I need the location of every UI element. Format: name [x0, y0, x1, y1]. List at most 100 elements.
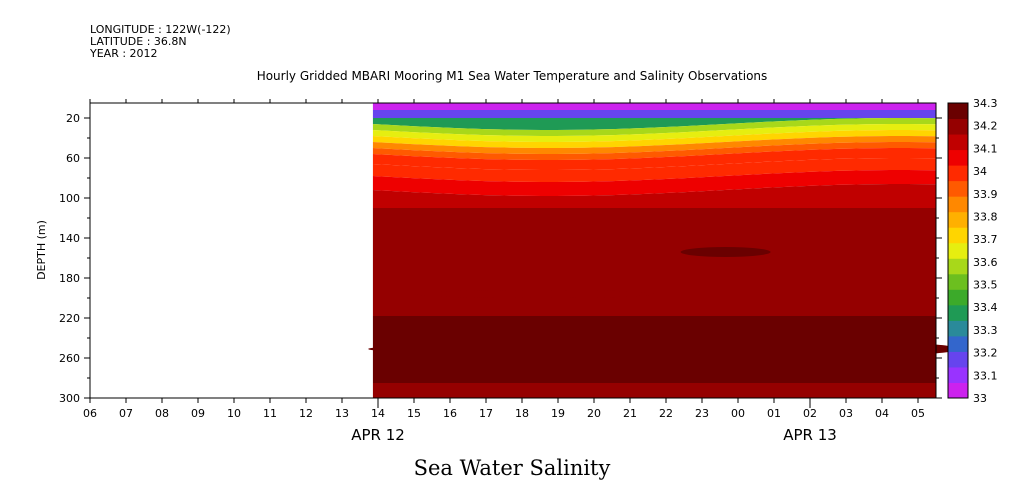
colorbar-swatch: [948, 382, 968, 399]
y-tick-label: 300: [59, 392, 80, 405]
x-tick-label: 23: [695, 407, 709, 420]
x-tick-label: 21: [623, 407, 637, 420]
salinity-band: [372, 103, 936, 110]
colorbar-label: 33: [973, 392, 987, 405]
x-tick-label: 18: [515, 407, 529, 420]
y-tick-label: 180: [59, 272, 80, 285]
colorbar-label: 33.5: [973, 279, 998, 292]
x-tick-label: 05: [911, 407, 925, 420]
colorbar-swatch: [948, 211, 968, 228]
x-tick-label: 01: [767, 407, 781, 420]
colorbar-swatch: [948, 304, 968, 321]
salinity-band: [372, 228, 936, 316]
salinity-band: [372, 184, 936, 208]
colorbar-swatch: [948, 227, 968, 244]
salinity-band: [372, 130, 936, 148]
x-tick-label: 11: [263, 407, 277, 420]
x-tick-label: 07: [119, 407, 133, 420]
colorbar-swatch: [948, 165, 968, 182]
longitude-label: LONGITUDE : 122W(-122): [90, 23, 231, 36]
colorbar-label: 33.4: [973, 301, 998, 314]
colorbar-swatch: [948, 351, 968, 368]
salinity-band: [372, 316, 936, 330]
colorbar-label: 34.2: [973, 120, 998, 133]
x-tick-label: 06: [83, 407, 97, 420]
salinity-lens: [680, 247, 771, 257]
x-tick-label: 10: [227, 407, 241, 420]
salinity-lens: [368, 346, 479, 352]
x-tick-label: 20: [587, 407, 601, 420]
colorbar-swatch: [948, 366, 968, 383]
colorbar-label: 34.1: [973, 142, 998, 155]
salinity-band: [372, 136, 936, 154]
x-tick-label: 08: [155, 407, 169, 420]
x-tick-label: 09: [191, 407, 205, 420]
x-tick-label: 03: [839, 407, 853, 420]
colorbar-swatch: [948, 335, 968, 352]
colorbar: 33 33.1 33.2 33.3 33.4 33.5 33.6 33.7 33.8 33.9 34…: [947, 97, 998, 405]
x-tick-label: 04: [875, 407, 889, 420]
colorbar-label: 33.8: [973, 210, 998, 223]
x-tick-label: 19: [551, 407, 565, 420]
colorbar-label: 34: [973, 165, 987, 178]
x-tick-label: 16: [443, 407, 457, 420]
plot-area: [89, 102, 960, 399]
colorbar-label: 33.2: [973, 347, 998, 360]
colorbar-label: 34.3: [973, 97, 998, 110]
salinity-band: [372, 208, 936, 228]
colorbar-label: 33.6: [973, 256, 998, 269]
salinity-features: [368, 247, 960, 357]
colorbar-frame: [947, 102, 969, 399]
x-tick-label: 00: [731, 407, 745, 420]
y-tick-label: 140: [59, 232, 80, 245]
salinity-band: [372, 142, 936, 160]
x-tick-label: 13: [335, 407, 349, 420]
salinity-lens: [679, 341, 960, 357]
colorbar-swatch: [948, 258, 968, 275]
y-axis: 20 60 100 140 180 220 260 300: [59, 112, 942, 405]
x-tick-label: 12: [299, 407, 313, 420]
y-tick-label: 220: [59, 312, 80, 325]
colorbar-swatch: [948, 289, 968, 306]
salinity-band: [372, 383, 936, 398]
salinity-band: [372, 124, 936, 142]
chart-title: Hourly Gridded MBARI Mooring M1 Sea Wate…: [257, 69, 768, 83]
salinity-band: [372, 170, 936, 196]
date-label: APR 13: [783, 426, 837, 444]
colorbar-swatch: [948, 134, 968, 151]
colorbar-swatch: [948, 242, 968, 259]
salinity-band: [372, 118, 936, 136]
salinity-lens: [414, 290, 655, 298]
colorbar-label: 33.9: [973, 188, 998, 201]
x-tick-label: 15: [407, 407, 421, 420]
colorbar-swatch: [948, 196, 968, 213]
x-tick-label: 02: [803, 407, 817, 420]
colorbar-label: 33.7: [973, 233, 998, 246]
salinity-band: [372, 110, 936, 118]
y-axis-label: DEPTH (m): [35, 220, 48, 280]
x-axis: 06 07 08 09 10 11 12 13 14 15 16 17 18 19 20 21 22 23 00 01…: [83, 99, 925, 444]
plot-frame: [89, 102, 937, 399]
salinity-band: [372, 118, 936, 130]
latitude-label: LATITUDE : 36.8N: [90, 35, 187, 48]
salinity-band: [372, 148, 936, 170]
colorbar-label: 33.1: [973, 369, 998, 382]
header-info: LONGITUDE : 122W(-122) LATITUDE : 36.8N …: [90, 24, 231, 60]
x-tick-label: 17: [479, 407, 493, 420]
salinity-band: [372, 158, 936, 182]
y-tick-label: 100: [59, 192, 80, 205]
colorbar-swatch: [948, 180, 968, 197]
colorbar-label: 33.3: [973, 324, 998, 337]
colorbar-swatch: [948, 118, 968, 135]
colorbar-swatch: [948, 149, 968, 166]
y-tick-label: 60: [66, 152, 80, 165]
x-tick-label: 22: [659, 407, 673, 420]
year-label: YEAR : 2012: [90, 47, 158, 60]
date-label: APR 12: [351, 426, 405, 444]
colorbar-swatch: [948, 273, 968, 290]
colorbar-swatch: [948, 320, 968, 337]
y-tick-label: 20: [66, 112, 80, 125]
colorbar-swatch: [948, 103, 968, 120]
bottom-title: Sea Water Salinity: [414, 456, 611, 480]
